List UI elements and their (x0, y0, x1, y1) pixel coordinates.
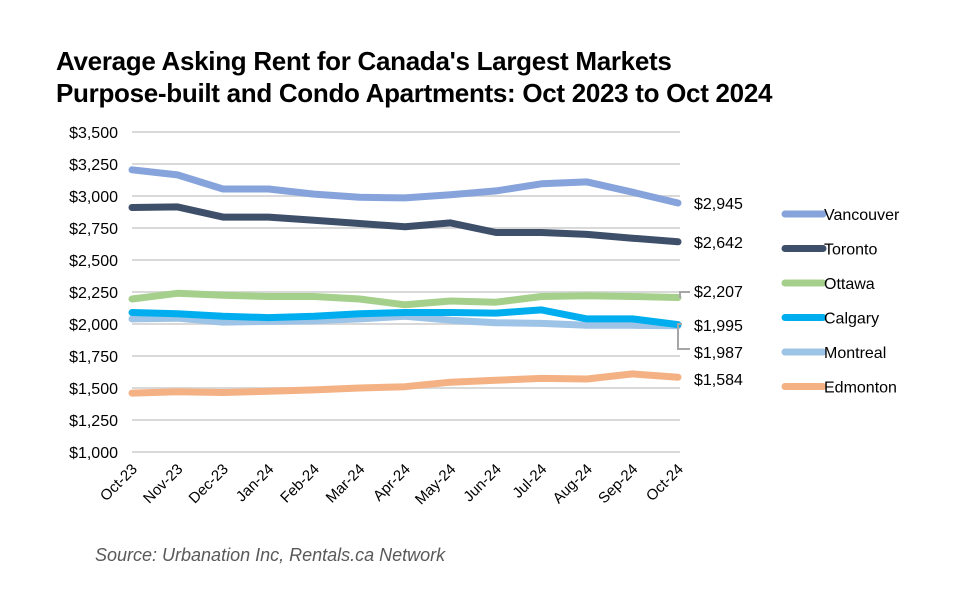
series-line-toronto (128, 203, 682, 246)
y-tick-label: $1,250 (69, 413, 118, 430)
legend-label-vancouver: Vancouver (824, 207, 900, 224)
y-tick-label: $1,000 (69, 445, 118, 462)
y-tick-label: $2,000 (69, 317, 118, 334)
x-tick-label: Apr-24 (370, 461, 414, 505)
y-axis: $1,000 $1,250 $1,500 $1,750 $2,000 $2,250 $2,5… (69, 125, 118, 462)
legend-label-montreal: Montreal (824, 345, 886, 362)
x-tick-label: Sep-24 (595, 461, 641, 507)
legend-label-ottawa: Ottawa (824, 276, 875, 293)
y-tick-label: $3,000 (69, 189, 118, 206)
series-line-calgary (128, 306, 682, 329)
title-line-2: Purpose-built and Condo Apartments: Oct … (56, 78, 773, 108)
x-axis: Oct-23 Nov-23 Dec-23 Jan-24 Feb-24 Mar-24 Apr-… (97, 461, 687, 508)
end-label-montreal: $1,987 (694, 345, 743, 362)
series-line-edmonton (128, 370, 682, 397)
title-line-1: Average Asking Rent for Canada's Largest… (56, 46, 672, 76)
legend-label-calgary: Calgary (824, 311, 879, 328)
y-tick-label: $2,500 (69, 253, 118, 270)
x-tick-label: Jun-24 (460, 461, 504, 505)
legend-label-edmonton: Edmonton (824, 380, 897, 397)
series-lines (128, 166, 682, 397)
end-label-edmonton: $1,584 (694, 372, 743, 389)
y-tick-label: $1,750 (69, 349, 118, 366)
legend: Vancouver Toronto Ottawa Calgary Montreal Edm… (781, 207, 900, 397)
end-label-vancouver: $2,945 (694, 196, 743, 213)
y-tick-label: $2,750 (69, 221, 118, 238)
end-label-ottawa: $2,207 (694, 284, 743, 301)
source-note: Source: Urbanation Inc, Rentals.ca Netwo… (95, 545, 446, 565)
x-tick-label: Feb-24 (277, 461, 323, 507)
leader-line-ottawa (679, 291, 690, 298)
leader-line-montreal (677, 323, 690, 350)
x-tick-label: Nov-23 (140, 461, 186, 507)
y-tick-label: $3,250 (69, 157, 118, 174)
x-tick-label: Oct-24 (643, 461, 687, 505)
y-tick-label: $1,500 (69, 381, 118, 398)
x-tick-label: Jan-24 (233, 461, 277, 505)
end-label-toronto: $2,642 (694, 235, 743, 252)
x-tick-label: Mar-24 (323, 461, 369, 507)
end-labels: $2,945 $2,642 $2,207 $1,995 $1,987 $1,584 (677, 196, 743, 389)
y-tick-label: $3,500 (69, 125, 118, 142)
series-line-ottawa (128, 289, 682, 309)
x-tick-label: Oct-23 (97, 461, 141, 505)
x-tick-label: Aug-24 (550, 461, 596, 507)
end-label-calgary: $1,995 (694, 318, 743, 335)
legend-label-toronto: Toronto (824, 242, 877, 259)
chart-title: Average Asking Rent for Canada's Largest… (56, 45, 772, 109)
series-line-vancouver (128, 166, 682, 207)
x-tick-label: May-24 (412, 461, 459, 508)
x-tick-label: Jul-24 (509, 461, 550, 502)
x-tick-label: Dec-23 (186, 461, 232, 507)
y-tick-label: $2,250 (69, 285, 118, 302)
series-line-montreal (128, 312, 682, 330)
